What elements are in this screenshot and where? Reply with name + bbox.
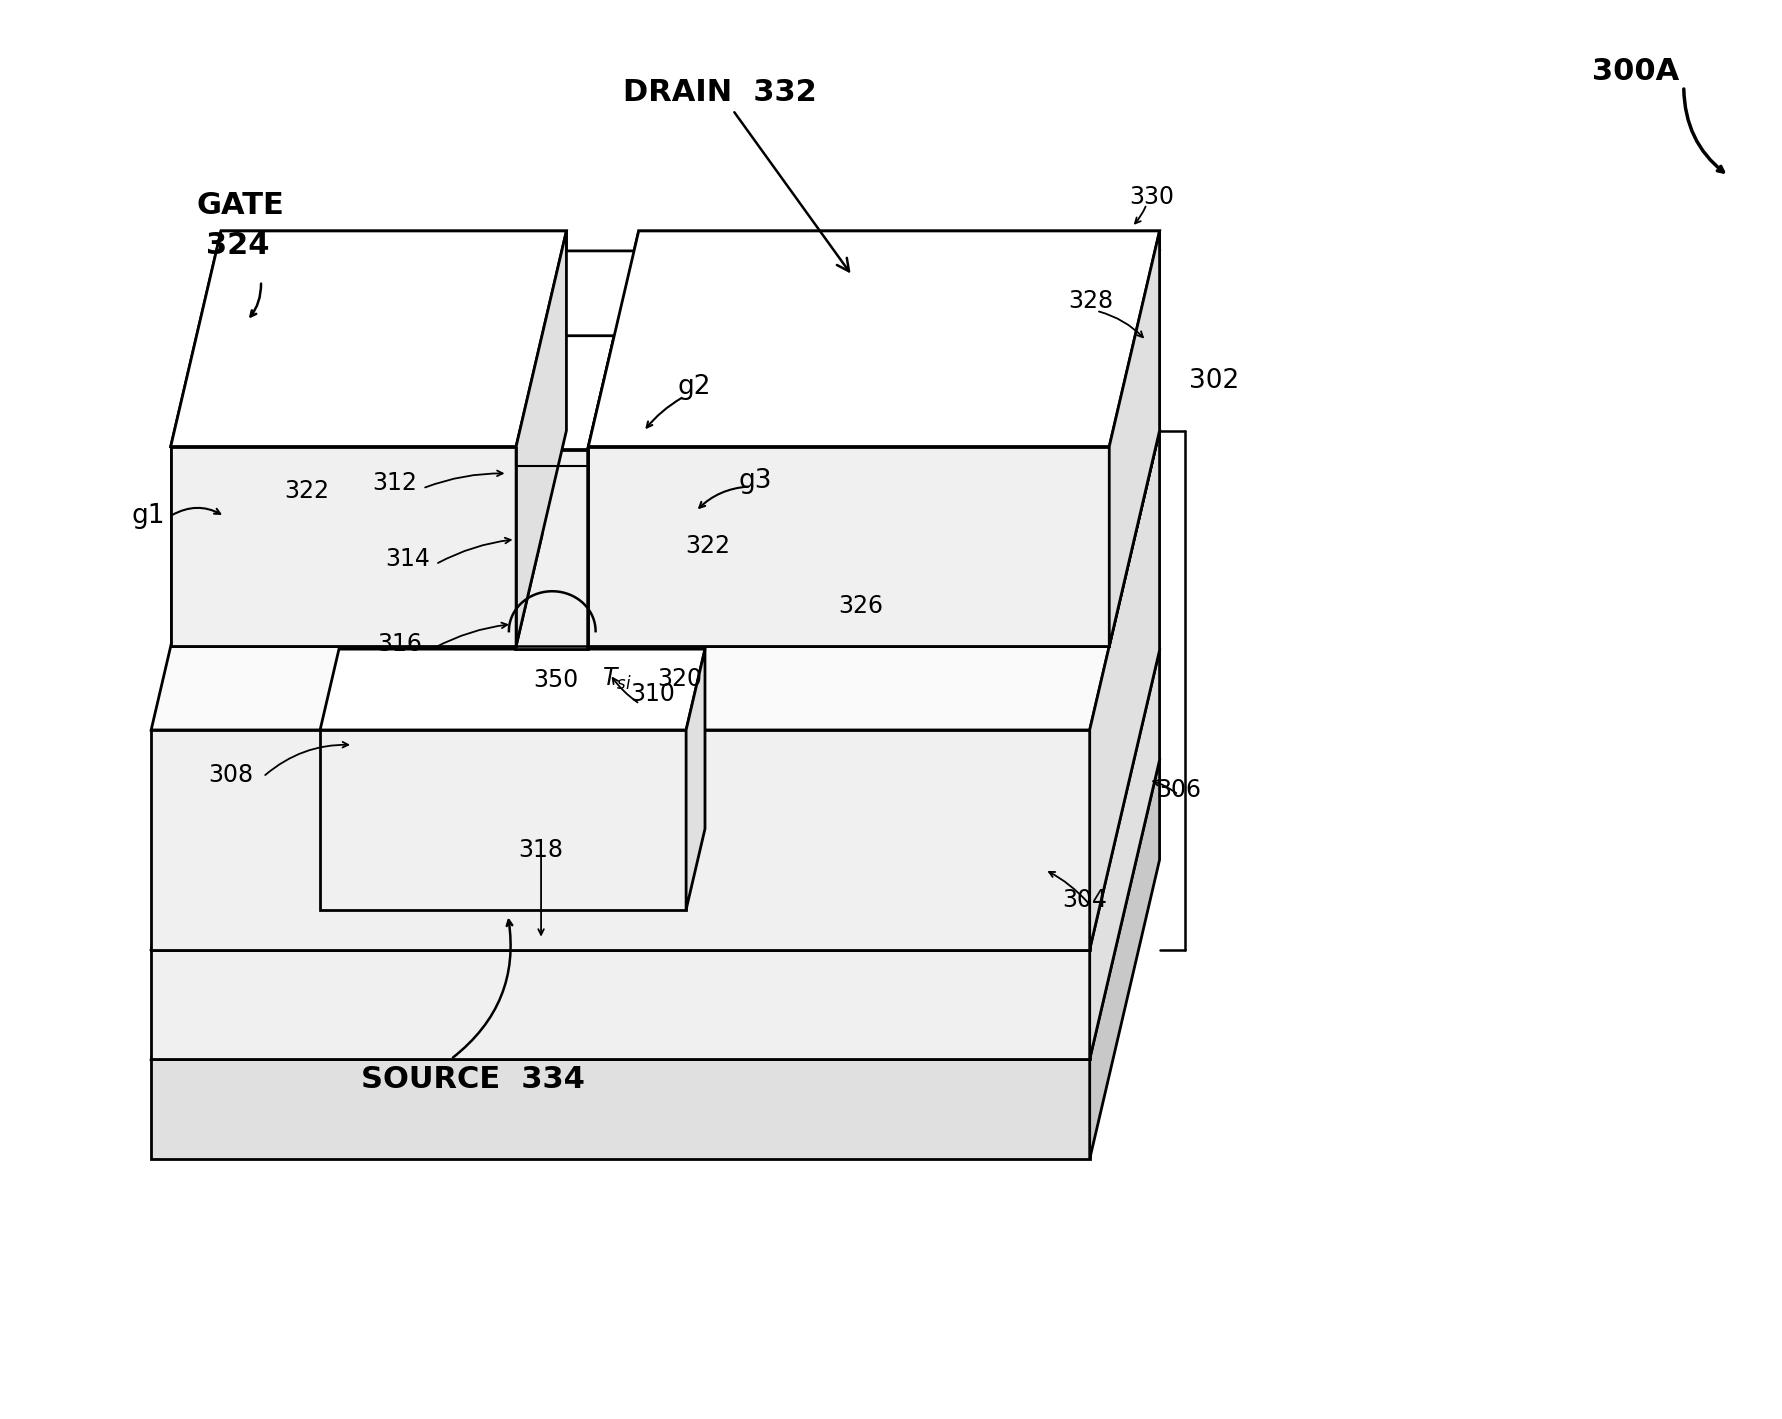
Text: 330: 330 (1128, 184, 1174, 209)
Polygon shape (515, 430, 638, 646)
Text: 326: 326 (838, 595, 882, 619)
Text: g2: g2 (677, 373, 711, 400)
Polygon shape (1108, 231, 1158, 646)
Polygon shape (171, 231, 567, 447)
Text: 322: 322 (684, 535, 729, 558)
Polygon shape (686, 648, 704, 910)
Polygon shape (151, 1060, 1089, 1159)
Polygon shape (536, 346, 1137, 526)
Polygon shape (515, 336, 542, 648)
Polygon shape (1089, 430, 1158, 949)
Polygon shape (588, 231, 1158, 447)
Text: 322: 322 (285, 480, 330, 504)
Text: 328: 328 (1067, 289, 1114, 312)
Polygon shape (151, 650, 1158, 949)
Text: 324: 324 (207, 231, 269, 261)
Text: 310: 310 (629, 683, 674, 707)
Text: 304: 304 (1062, 888, 1107, 911)
Text: SOURCE  334: SOURCE 334 (360, 1064, 584, 1094)
Polygon shape (588, 447, 1108, 646)
Polygon shape (321, 648, 704, 729)
Text: 308: 308 (208, 763, 253, 788)
Text: 314: 314 (385, 548, 429, 572)
Text: 350: 350 (533, 668, 579, 692)
Polygon shape (1089, 650, 1158, 1060)
Text: g1: g1 (132, 504, 164, 529)
Polygon shape (151, 949, 1089, 1060)
Polygon shape (321, 729, 686, 910)
Polygon shape (515, 231, 567, 646)
Text: 318: 318 (519, 837, 563, 861)
Text: 300A: 300A (1591, 57, 1679, 85)
Polygon shape (515, 336, 613, 450)
Polygon shape (171, 447, 515, 646)
Polygon shape (1089, 761, 1158, 1159)
Polygon shape (171, 231, 567, 447)
Text: $T_{si}$: $T_{si}$ (602, 666, 631, 692)
Polygon shape (536, 251, 1158, 346)
Polygon shape (536, 251, 558, 526)
Polygon shape (515, 450, 588, 648)
Text: 320: 320 (656, 667, 702, 691)
Text: DRAIN  332: DRAIN 332 (624, 78, 848, 271)
Text: 302: 302 (1189, 368, 1238, 393)
Polygon shape (588, 336, 613, 648)
Text: GATE: GATE (196, 192, 283, 220)
Text: 312: 312 (372, 471, 417, 495)
Polygon shape (1137, 251, 1158, 526)
Polygon shape (1108, 231, 1158, 646)
Polygon shape (151, 729, 1089, 949)
Polygon shape (588, 447, 1108, 646)
Polygon shape (171, 447, 515, 646)
Polygon shape (151, 430, 1158, 729)
Polygon shape (151, 761, 1158, 1060)
Polygon shape (588, 231, 1158, 447)
Text: 306: 306 (1155, 778, 1201, 802)
Text: 316: 316 (378, 631, 422, 656)
Text: g3: g3 (738, 468, 772, 494)
Polygon shape (515, 231, 567, 646)
